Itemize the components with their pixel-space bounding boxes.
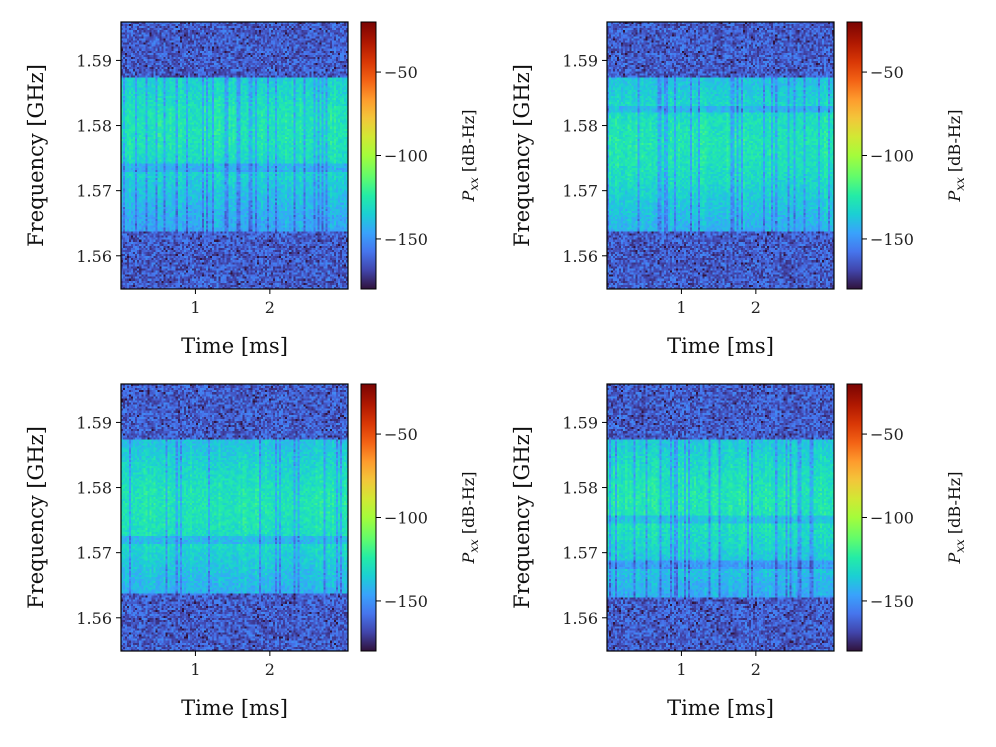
- colorbar-tick-label: −100: [384, 147, 428, 166]
- colorbar: [360, 383, 377, 652]
- y-tick-label: 1.56: [76, 609, 112, 628]
- colorbar-tick-label: −100: [870, 509, 914, 528]
- y-axis-label: Frequency [GHz]: [510, 64, 534, 247]
- axes-frame: [606, 383, 835, 652]
- x-axis-label: Time [ms]: [181, 334, 288, 358]
- colorbar-label: Pxx [dB-Hz]: [459, 110, 481, 203]
- heatmap-image: [607, 384, 834, 651]
- x-tick-label: 2: [265, 298, 275, 317]
- y-tick-label: 1.56: [562, 609, 598, 628]
- y-tick-label: 1.58: [562, 479, 598, 498]
- x-tick-label: 1: [190, 298, 200, 317]
- x-tick-label: 1: [676, 298, 686, 317]
- y-tick-label: 1.57: [562, 544, 598, 563]
- y-tick-label: 1.58: [76, 479, 112, 498]
- x-tick-label: 2: [751, 660, 761, 679]
- colorbar-tick-label: −150: [384, 230, 428, 249]
- spectrogram-panel-4: 1 2 1.56 1.57 1.58 1.59 Time [ms] Frequency [GH…: [510, 383, 967, 720]
- heatmap-image: [121, 384, 348, 651]
- y-tick-label: 1.59: [76, 413, 112, 432]
- spectrogram-panel-3: 1 2 1.56 1.57 1.58 1.59 Time [ms] Frequency [GH…: [24, 383, 481, 720]
- colorbar-tick-label: −150: [384, 592, 428, 611]
- x-tick-label: 1: [190, 660, 200, 679]
- heatmap-image: [607, 22, 834, 289]
- colorbar-tick-label: −50: [870, 425, 904, 444]
- colorbar-tick-label: −50: [384, 63, 418, 82]
- x-tick-label: 2: [751, 298, 761, 317]
- colorbar-label: Pxx [dB-Hz]: [945, 472, 967, 565]
- y-axis-label: Frequency [GHz]: [24, 426, 48, 609]
- x-axis-label: Time [ms]: [181, 696, 288, 720]
- colorbar-tick-label: −100: [384, 509, 428, 528]
- spectrogram-panel-1: 1 2 1.56 1.57 1.58 1.59 Time [ms] Frequency [GH…: [24, 21, 481, 358]
- y-tick-label: 1.59: [562, 51, 598, 70]
- y-tick-label: 1.59: [562, 413, 598, 432]
- colorbar: [846, 383, 863, 652]
- y-tick-label: 1.57: [76, 182, 112, 201]
- colorbar-tick-label: −150: [870, 592, 914, 611]
- y-tick-label: 1.58: [76, 117, 112, 136]
- axes-frame: [120, 21, 349, 290]
- colorbar-tick-label: −50: [870, 63, 904, 82]
- colorbar-tick-label: −50: [384, 425, 418, 444]
- x-axis-label: Time [ms]: [667, 696, 774, 720]
- y-axis-label: Frequency [GHz]: [24, 64, 48, 247]
- axes-frame: [606, 21, 835, 290]
- colorbar-label: Pxx [dB-Hz]: [945, 110, 967, 203]
- x-tick-label: 2: [265, 660, 275, 679]
- y-tick-label: 1.57: [76, 544, 112, 563]
- axes-frame: [120, 383, 349, 652]
- y-tick-label: 1.59: [76, 51, 112, 70]
- colorbar: [360, 21, 377, 290]
- colorbar-tick-label: −100: [870, 147, 914, 166]
- colorbar-label: Pxx [dB-Hz]: [459, 472, 481, 565]
- heatmap-image: [121, 22, 348, 289]
- x-axis-label: Time [ms]: [667, 334, 774, 358]
- colorbar: [846, 21, 863, 290]
- colorbar-tick-label: −150: [870, 230, 914, 249]
- y-tick-label: 1.57: [562, 182, 598, 201]
- y-tick-label: 1.56: [562, 247, 598, 266]
- y-tick-label: 1.58: [562, 117, 598, 136]
- x-tick-label: 1: [676, 660, 686, 679]
- spectrogram-panel-2: 1 2 1.56 1.57 1.58 1.59 Time [ms] Frequency [GH…: [510, 21, 967, 358]
- y-tick-label: 1.56: [76, 247, 112, 266]
- y-axis-label: Frequency [GHz]: [510, 426, 534, 609]
